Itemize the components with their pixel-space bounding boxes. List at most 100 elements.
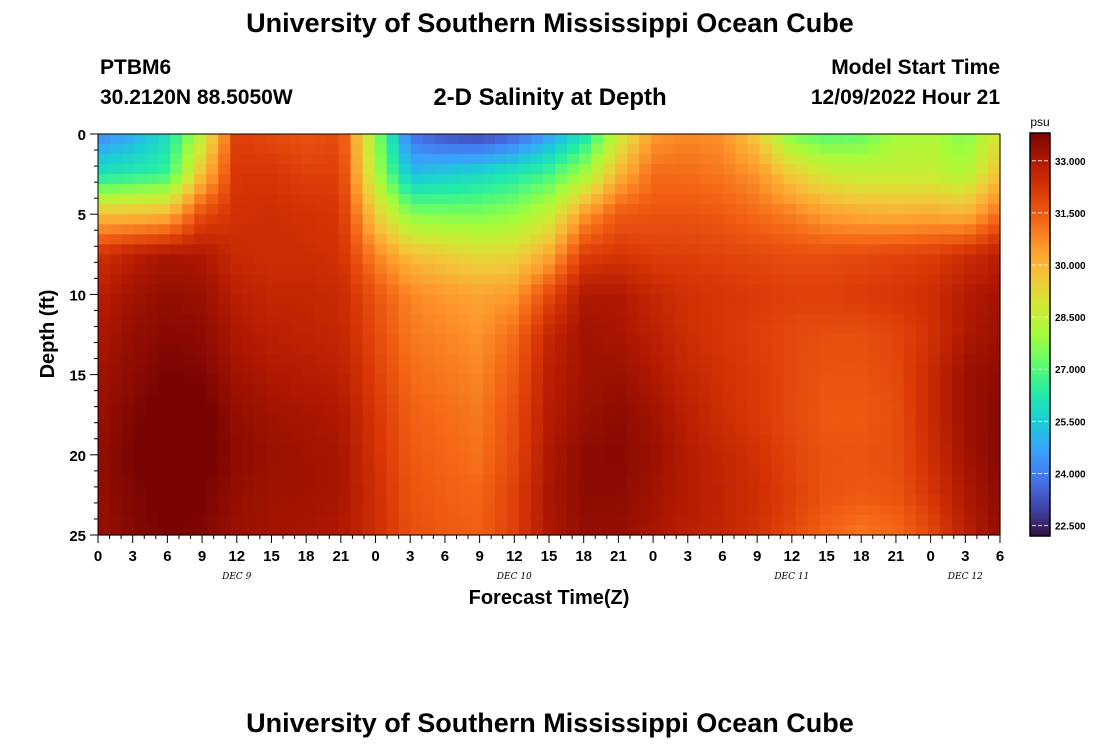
heatmap-cell (819, 164, 833, 175)
heatmap-cell (939, 464, 953, 476)
heatmap-cell (831, 344, 845, 356)
heatmap-cell (891, 164, 905, 175)
heatmap-cell (278, 394, 292, 406)
heatmap-cell (555, 394, 568, 406)
heatmap-cell (927, 514, 941, 526)
heatmap-cell (579, 324, 592, 336)
heatmap-cell (362, 324, 376, 336)
heatmap-cell (927, 314, 941, 326)
heatmap-cell (879, 474, 893, 486)
heatmap-cell (314, 524, 328, 536)
heatmap-cell (386, 304, 400, 316)
heatmap-cell (639, 224, 652, 235)
heatmap-cell (879, 274, 893, 285)
heatmap-cell (819, 464, 833, 476)
heatmap-cell (446, 384, 460, 396)
heatmap-cell (254, 174, 267, 185)
heatmap-cell (506, 444, 520, 456)
heatmap-cell (819, 204, 833, 215)
heatmap-cell (470, 274, 484, 285)
heatmap-cell (518, 134, 532, 145)
heatmap-cell (266, 424, 279, 436)
heatmap-cell (987, 184, 1001, 195)
heatmap-cell (158, 214, 171, 225)
heatmap-cell (290, 314, 304, 326)
heatmap-cell (290, 344, 304, 356)
heatmap-cell (651, 244, 664, 255)
heatmap-cell (591, 134, 604, 145)
heatmap-cell (735, 214, 749, 225)
heatmap-cell (254, 484, 267, 496)
heatmap-cell (494, 314, 508, 326)
heatmap-cell (218, 314, 231, 326)
heatmap-cell (242, 444, 255, 456)
heatmap-cell (314, 144, 328, 155)
heatmap-cell (699, 364, 712, 376)
heatmap-cell (735, 364, 749, 376)
heatmap-cell (639, 174, 652, 185)
heatmap-cell (278, 224, 292, 235)
heatmap-cell (362, 264, 376, 275)
heatmap-cell (567, 374, 580, 386)
heatmap-cell (446, 154, 460, 165)
heatmap-cell (446, 464, 460, 476)
heatmap-cell (518, 204, 532, 215)
heatmap-cell (687, 434, 700, 446)
heatmap-cell (831, 274, 845, 285)
heatmap-cell (855, 384, 869, 396)
heatmap-cell (446, 254, 460, 265)
heatmap-cell (302, 194, 316, 205)
heatmap-cell (855, 364, 869, 376)
heatmap-cell (146, 364, 159, 376)
heatmap-cell (182, 274, 195, 285)
heatmap-cell (603, 444, 616, 456)
heatmap-cell (410, 164, 424, 175)
heatmap-cell (747, 134, 761, 145)
heatmap-cell (434, 204, 448, 215)
heatmap-cell (711, 514, 724, 526)
heatmap-cell (723, 154, 737, 165)
heatmap-cell (338, 134, 352, 145)
heatmap-cell (230, 154, 243, 165)
heatmap-cell (434, 364, 448, 376)
heatmap-cell (134, 244, 147, 255)
heatmap-cell (314, 244, 328, 255)
heatmap-cell (651, 334, 664, 346)
heatmap-cell (290, 284, 304, 296)
heatmap-cell (603, 504, 616, 516)
heatmap-cell (951, 514, 965, 526)
heatmap-cell (795, 274, 809, 285)
heatmap-cell (458, 524, 472, 536)
heatmap-cell (254, 294, 267, 306)
heatmap-cell (278, 304, 292, 316)
heatmap-cell (807, 364, 821, 376)
heatmap-cell (326, 154, 340, 165)
heatmap-cell (518, 144, 532, 155)
heatmap-cell (603, 164, 616, 175)
heatmap-cell (362, 484, 376, 496)
heatmap-cell (975, 354, 989, 366)
heatmap-cell (663, 304, 676, 316)
heatmap-cell (530, 384, 544, 396)
heatmap-cell (687, 474, 700, 486)
heatmap-cell (446, 404, 460, 416)
heatmap-cell (110, 254, 123, 265)
heatmap-cell (542, 514, 556, 526)
heatmap-cell (206, 294, 219, 306)
heatmap-cell (458, 384, 472, 396)
colorbar-tick-label: 33.000 (1055, 157, 1086, 168)
heatmap-cell (891, 294, 905, 306)
heatmap-cell (771, 314, 785, 326)
heatmap-cell (422, 434, 436, 446)
heatmap-cell (434, 194, 448, 205)
heatmap-cell (134, 494, 147, 506)
heatmap-cell (939, 164, 953, 175)
heatmap-cell (891, 274, 905, 285)
heatmap-cell (759, 314, 773, 326)
heatmap-cell (266, 264, 279, 275)
heatmap-cell (218, 394, 231, 406)
heatmap-cell (494, 514, 508, 526)
heatmap-cell (663, 414, 676, 426)
heatmap-cell (122, 404, 135, 416)
heatmap-cell (518, 414, 532, 426)
